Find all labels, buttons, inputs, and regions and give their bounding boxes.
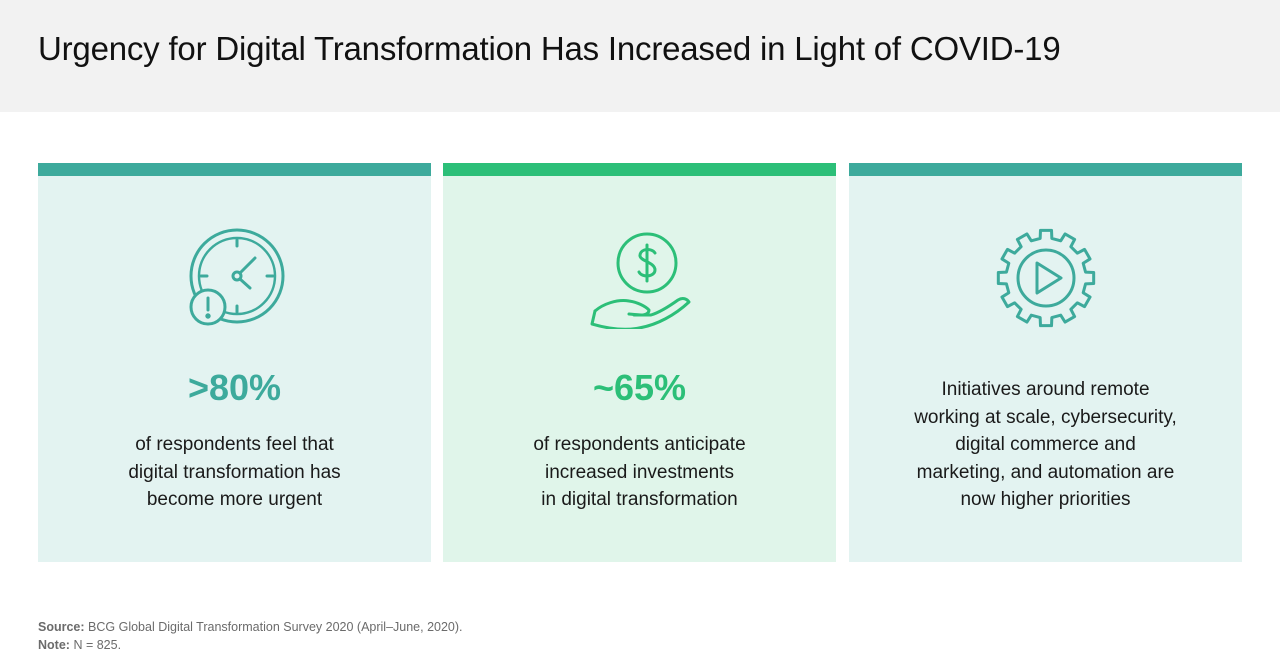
- description-line: working at scale, cybersecurity,: [914, 406, 1177, 428]
- description-line: digital commerce and: [955, 434, 1136, 455]
- dollar-hand-icon: [590, 232, 691, 329]
- card-accent-bar: [849, 163, 1242, 176]
- stat-description: Initiatives around remote working at sca…: [879, 376, 1212, 514]
- note-text: N = 825.: [73, 637, 122, 652]
- description-line: in digital transformation: [541, 489, 738, 510]
- source-label: Source:: [38, 620, 85, 634]
- stat-value: ~65%: [592, 367, 687, 408]
- description-line: increased investments: [544, 461, 735, 483]
- stat-card-priorities: Initiatives around remote working at sca…: [849, 163, 1242, 562]
- description-line: of respondents feel that: [135, 434, 334, 455]
- sample-note: Note: N = 825.: [38, 637, 463, 655]
- card-accent-bar: [443, 163, 836, 176]
- header-band: Urgency for Digital Transformation Has I…: [0, 0, 1280, 112]
- stat-description: of respondents feel that digital transfo…: [68, 431, 401, 514]
- description-line: digital transformation has: [128, 461, 341, 483]
- description-line: marketing, and automation are: [916, 461, 1175, 483]
- page-title: Urgency for Digital Transformation Has I…: [38, 30, 1061, 67]
- source-text: BCG Global Digital Transformation Survey…: [88, 620, 463, 634]
- gear-play-icon: [996, 228, 1096, 328]
- source-note: Source: BCG Global Digital Transformatio…: [38, 619, 463, 637]
- note-label: Note:: [38, 637, 70, 652]
- card-accent-bar: [38, 163, 431, 176]
- clock-alert-icon: [189, 228, 285, 326]
- description-line: now higher priorities: [960, 489, 1131, 510]
- stat-value: >80%: [187, 367, 282, 408]
- stat-card-urgency: >80% of respondents feel that digital tr…: [38, 163, 431, 562]
- stat-card-investment: ~65% of respondents anticipate increased…: [443, 163, 836, 562]
- description-line: Initiatives around remote: [941, 379, 1150, 400]
- description-line: of respondents anticipate: [533, 434, 746, 455]
- footnotes: Source: BCG Global Digital Transformatio…: [38, 619, 463, 654]
- stat-description: of respondents anticipate increased inve…: [473, 431, 806, 514]
- description-line: become more urgent: [146, 489, 323, 510]
